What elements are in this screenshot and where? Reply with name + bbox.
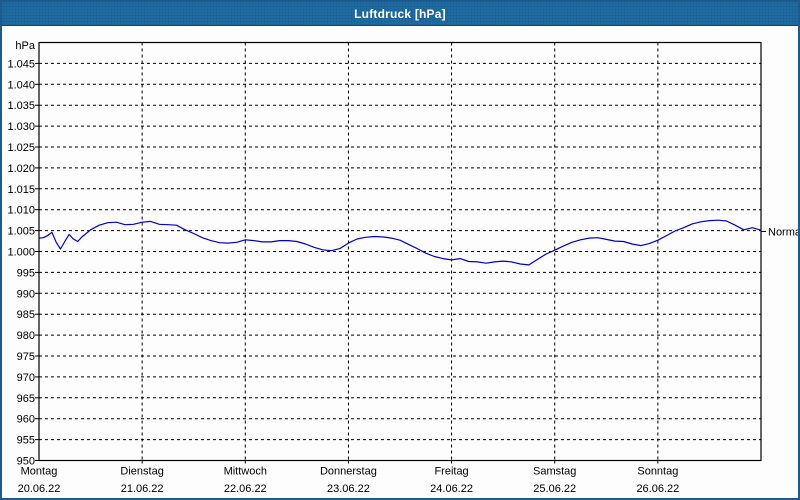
y-axis-labels: 950 955 960 965 970 975 980 985 990 995 1.000 1.005… (7, 40, 35, 468)
y-tick-label: 1.020 (7, 163, 35, 175)
y-axis-unit-label: hPa (15, 40, 35, 52)
x-date-label: 25.06.22 (533, 483, 576, 495)
normal-marker-label: Normal (768, 226, 798, 238)
x-axis-labels: Montag 20.06.22 Dienstag 21.06.22 Mittwoch 22… (18, 466, 680, 496)
y-tick-label: 1.000 (7, 247, 35, 259)
y-tick-label: 1.045 (7, 58, 35, 70)
y-tick-label: 965 (17, 393, 35, 405)
x-date-label: 20.06.22 (18, 483, 61, 495)
x-day-label: Donnerstag (320, 466, 377, 478)
gridlines (39, 42, 761, 461)
y-tick-label: 1.030 (7, 121, 35, 133)
pressure-curve (38, 219, 762, 266)
axes (35, 41, 762, 464)
y-tick-label: 1.010 (7, 205, 35, 217)
x-day-label: Mittwoch (224, 466, 267, 478)
y-tick-label: 975 (17, 351, 35, 363)
pressure-line-chart: 950 955 960 965 970 975 980 985 990 995 1.000 1.005… (7, 40, 798, 496)
x-date-label: 24.06.22 (430, 483, 473, 495)
y-tick-label: 985 (17, 309, 35, 321)
x-day-label: Freitag (434, 466, 468, 478)
chart-area: 950 955 960 965 970 975 980 985 990 995 1.000 1.005… (2, 26, 798, 498)
y-tick-label: 1.035 (7, 100, 35, 112)
window-title: Luftdruck [hPa] (354, 6, 446, 21)
x-date-label: 21.06.22 (121, 483, 164, 495)
plot-border (38, 41, 762, 462)
y-tick-label: 955 (17, 435, 35, 447)
normal-marker: Normal (761, 226, 798, 238)
x-day-label: Montag (21, 466, 58, 478)
x-date-label: 26.06.22 (636, 483, 679, 495)
y-tick-label: 990 (17, 288, 35, 300)
y-tick-label: 995 (17, 267, 35, 279)
x-date-label: 22.06.22 (224, 483, 267, 495)
y-tick-label: 1.015 (7, 184, 35, 196)
x-day-label: Samstag (533, 466, 576, 478)
y-tick-label: 950 (17, 456, 35, 468)
y-tick-label: 980 (17, 330, 35, 342)
title-bar: Luftdruck [hPa] (2, 2, 798, 26)
y-tick-label: 970 (17, 372, 35, 384)
y-tick-label: 1.005 (7, 226, 35, 238)
x-date-label: 23.06.22 (327, 483, 370, 495)
x-day-label: Sonntag (637, 466, 678, 478)
y-tick-label: 1.040 (7, 79, 35, 91)
y-tick-label: 960 (17, 414, 35, 426)
x-day-label: Dienstag (120, 466, 163, 478)
y-tick-label: 1.025 (7, 142, 35, 154)
